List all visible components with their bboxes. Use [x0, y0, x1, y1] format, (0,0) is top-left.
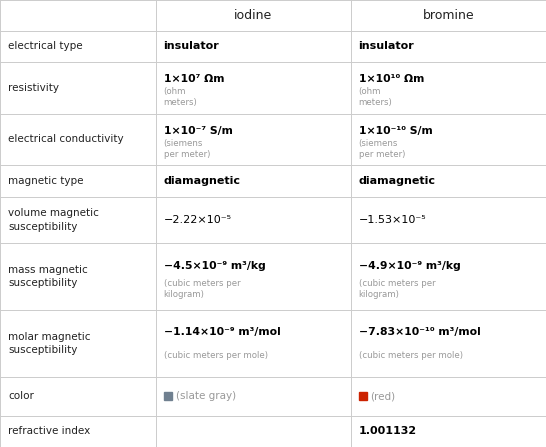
Text: diamagnetic: diamagnetic [164, 176, 241, 186]
Text: iodine: iodine [234, 9, 272, 22]
Text: (cubic meters per
kilogram): (cubic meters per kilogram) [164, 279, 240, 299]
Text: (ohm
meters): (ohm meters) [164, 87, 197, 107]
Text: −1.14×10⁻⁹ m³/mol: −1.14×10⁻⁹ m³/mol [164, 328, 280, 337]
Text: color: color [8, 392, 34, 401]
Text: magnetic type: magnetic type [8, 176, 84, 186]
Text: (siemens
per meter): (siemens per meter) [164, 139, 210, 159]
Bar [164, 392, 171, 401]
Text: −2.22×10⁻⁵: −2.22×10⁻⁵ [164, 215, 232, 225]
Bar [359, 392, 366, 401]
Text: volume magnetic
susceptibility: volume magnetic susceptibility [8, 208, 99, 232]
Text: (cubic meters per mole): (cubic meters per mole) [359, 351, 462, 360]
Text: resistivity: resistivity [8, 83, 59, 93]
Text: (ohm
meters): (ohm meters) [359, 87, 392, 107]
Text: insulator: insulator [164, 41, 219, 51]
Text: −4.9×10⁻⁹ m³/kg: −4.9×10⁻⁹ m³/kg [359, 261, 460, 270]
Text: −1.53×10⁻⁵: −1.53×10⁻⁵ [359, 215, 426, 225]
Text: refractive index: refractive index [8, 426, 90, 436]
Text: −4.5×10⁻⁹ m³/kg: −4.5×10⁻⁹ m³/kg [164, 261, 265, 270]
Text: molar magnetic
susceptibility: molar magnetic susceptibility [8, 332, 91, 355]
Text: 1×10⁻¹⁰ S/m: 1×10⁻¹⁰ S/m [359, 126, 432, 136]
Text: 1.001132: 1.001132 [359, 426, 417, 436]
Text: 1×10¹⁰ Ωm: 1×10¹⁰ Ωm [359, 74, 424, 84]
Text: (cubic meters per
kilogram): (cubic meters per kilogram) [359, 279, 435, 299]
Text: (siemens
per meter): (siemens per meter) [359, 139, 405, 159]
Text: electrical conductivity: electrical conductivity [8, 135, 123, 144]
Text: (red): (red) [371, 392, 396, 401]
Text: mass magnetic
susceptibility: mass magnetic susceptibility [8, 265, 88, 288]
Text: electrical type: electrical type [8, 41, 82, 51]
Text: (slate gray): (slate gray) [176, 392, 236, 401]
Text: bromine: bromine [423, 9, 474, 22]
Text: diamagnetic: diamagnetic [359, 176, 436, 186]
Text: 1×10⁻⁷ S/m: 1×10⁻⁷ S/m [164, 126, 233, 136]
Text: (cubic meters per mole): (cubic meters per mole) [164, 351, 268, 360]
Text: −7.83×10⁻¹⁰ m³/mol: −7.83×10⁻¹⁰ m³/mol [359, 328, 480, 337]
Text: insulator: insulator [359, 41, 414, 51]
Text: 1×10⁷ Ωm: 1×10⁷ Ωm [164, 74, 224, 84]
